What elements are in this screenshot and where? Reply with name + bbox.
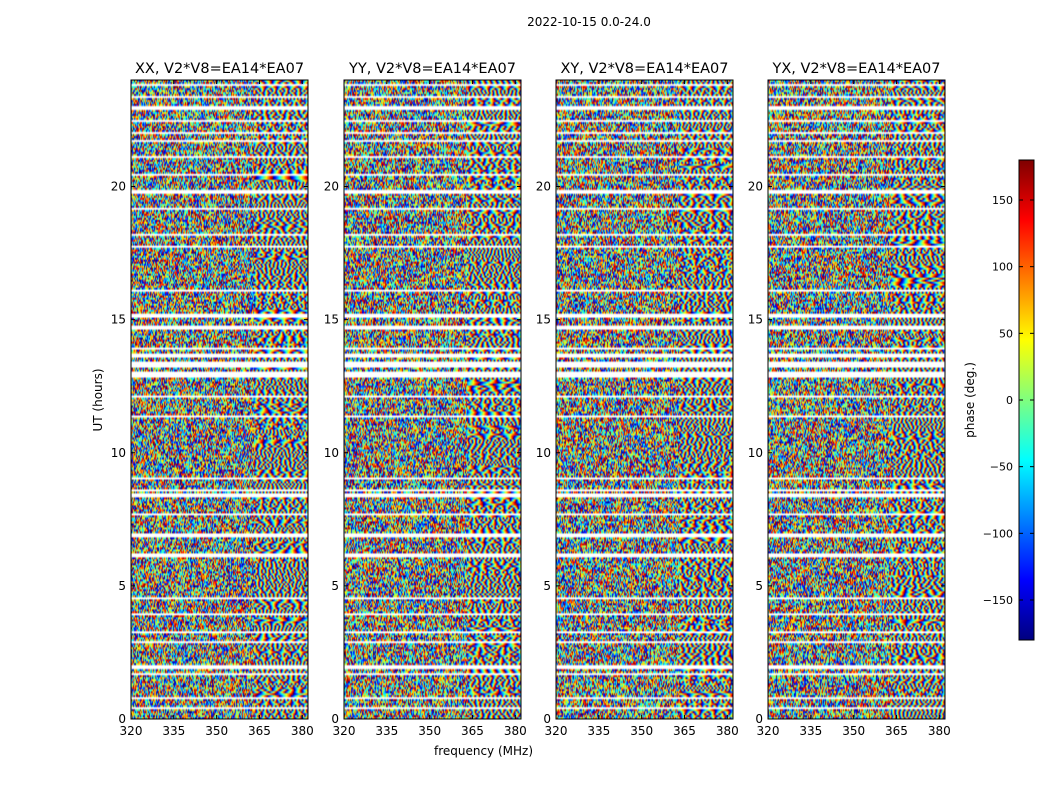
x-tick-label: 350 (630, 724, 653, 738)
y-tick-label: 0 (755, 712, 763, 726)
phase-heatmap-xy (556, 80, 733, 719)
x-tick-label: 380 (928, 724, 951, 738)
x-axis-label: frequency (MHz) (434, 744, 533, 758)
x-tick-label: 365 (885, 724, 908, 738)
y-tick-label: 20 (536, 180, 551, 194)
y-tick-label: 15 (748, 313, 763, 327)
panel-frame (343, 79, 522, 720)
phase-heatmap-xx (131, 80, 308, 719)
phase-heatmap-yx (768, 80, 945, 719)
y-tick-label: 10 (536, 446, 551, 460)
x-tick-label: 365 (248, 724, 271, 738)
panel-title: XY, V2*V8=EA14*EA07 (560, 61, 728, 77)
phase-heatmap-yy (344, 80, 521, 719)
y-tick-label: 5 (543, 579, 551, 593)
colorbar-tick-label: −150 (983, 594, 1013, 607)
panel-frame (555, 79, 734, 720)
y-tick-label: 10 (324, 446, 339, 460)
panels-layer: XX, V2*V8=EA14*EA07 320 335 350 365 380 0 5 10 15… (111, 61, 951, 738)
x-tick-label: 350 (418, 724, 441, 738)
x-tick-label: 335 (162, 724, 185, 738)
colorbar-label: phase (deg.) (963, 362, 977, 438)
panel-frame (767, 79, 946, 720)
colorbar-tick-label: 0 (1006, 394, 1013, 407)
panel-frame (130, 79, 309, 720)
panel-yx: YX, V2*V8=EA14*EA07 320 335 350 365 380 0 5 10 15… (748, 61, 951, 738)
colorbar-tick-label: 100 (992, 261, 1013, 274)
y-tick-label: 0 (331, 712, 339, 726)
x-tick-label: 320 (757, 724, 780, 738)
x-tick-label: 335 (375, 724, 398, 738)
x-tick-label: 350 (205, 724, 228, 738)
y-tick-label: 10 (111, 446, 126, 460)
x-tick-label: 320 (333, 724, 356, 738)
y-tick-label: 20 (111, 180, 126, 194)
panel-xx: XX, V2*V8=EA14*EA07 320 335 350 365 380 0 5 10 15… (111, 61, 314, 738)
colorbar: 150 100 50 0 −50 −100 −150 (983, 159, 1035, 641)
x-tick-label: 320 (545, 724, 568, 738)
y-tick-label: 10 (748, 446, 763, 460)
x-tick-label: 365 (461, 724, 484, 738)
y-tick-label: 5 (331, 579, 339, 593)
x-tick-label: 380 (716, 724, 739, 738)
y-tick-label: 20 (748, 180, 763, 194)
colorbar-tick-label: 150 (992, 194, 1013, 207)
figure-suptitle: 2022-10-15 0.0-24.0 (527, 15, 651, 29)
colorbar-tick-label: −100 (983, 527, 1013, 540)
y-axis-label: UT (hours) (91, 368, 105, 431)
x-tick-label: 335 (587, 724, 610, 738)
y-tick-label: 15 (111, 313, 126, 327)
panel-yy: YY, V2*V8=EA14*EA07 320 335 350 365 380 0 5 10 15… (324, 61, 527, 738)
y-tick-label: 5 (755, 579, 763, 593)
panel-title: XX, V2*V8=EA14*EA07 (135, 61, 304, 77)
x-tick-label: 335 (799, 724, 822, 738)
y-tick-label: 20 (324, 180, 339, 194)
panel-title: YX, V2*V8=EA14*EA07 (771, 61, 940, 77)
x-tick-label: 380 (504, 724, 527, 738)
y-tick-label: 0 (543, 712, 551, 726)
x-tick-label: 350 (842, 724, 865, 738)
y-tick-label: 15 (536, 313, 551, 327)
colorbar-tick-label: 50 (999, 327, 1013, 340)
panel-xy: XY, V2*V8=EA14*EA07 320 335 350 365 380 0 5 10 15… (536, 61, 739, 738)
y-tick-label: 15 (324, 313, 339, 327)
y-tick-label: 5 (118, 579, 126, 593)
y-tick-label: 0 (118, 712, 126, 726)
panel-title: YY, V2*V8=EA14*EA07 (348, 61, 516, 77)
x-tick-label: 365 (673, 724, 696, 738)
colorbar-tick-label: −50 (990, 461, 1013, 474)
x-tick-label: 380 (291, 724, 314, 738)
x-tick-label: 320 (120, 724, 143, 738)
